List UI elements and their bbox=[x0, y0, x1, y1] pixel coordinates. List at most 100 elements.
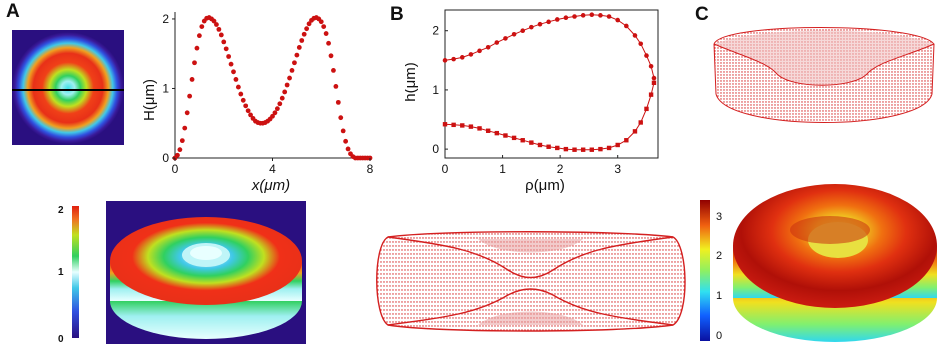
data-point bbox=[326, 40, 331, 46]
data-point-circle bbox=[606, 14, 612, 19]
data-point bbox=[345, 146, 351, 152]
data-point-square bbox=[520, 138, 525, 143]
data-point bbox=[331, 68, 336, 73]
data-point bbox=[333, 83, 339, 89]
data-point-square bbox=[624, 138, 629, 143]
chart-b-lines bbox=[444, 14, 655, 151]
colorbar-a-tick: 2 bbox=[58, 205, 64, 216]
x-tick-label: 4 bbox=[269, 162, 276, 176]
data-point-square bbox=[589, 147, 594, 152]
ring-topview-image bbox=[12, 30, 124, 145]
data-point bbox=[274, 106, 280, 112]
data-point bbox=[177, 147, 183, 153]
data-point bbox=[323, 31, 329, 36]
data-point bbox=[228, 61, 234, 67]
data-point bbox=[289, 68, 295, 73]
x-tick-label: 8 bbox=[367, 162, 374, 176]
data-point bbox=[223, 46, 229, 52]
x-tick-label: 0 bbox=[172, 162, 179, 176]
data-point-square bbox=[580, 147, 586, 152]
data-point-circle bbox=[451, 56, 456, 62]
data-point bbox=[292, 60, 297, 66]
data-point bbox=[304, 26, 310, 32]
data-point-circle bbox=[477, 48, 482, 54]
data-point bbox=[221, 39, 227, 45]
y-tick-label: 0 bbox=[432, 142, 439, 156]
data-point bbox=[233, 77, 239, 82]
chart-b-rbc-profile: 0 1 2 3 0 1 2 h(μm) ρ(μm) bbox=[405, 9, 659, 194]
colorbar-a-tick: 0 bbox=[58, 334, 64, 345]
data-point-square bbox=[529, 140, 534, 145]
colorbar-c-tick: 1 bbox=[716, 290, 722, 302]
data-point bbox=[238, 91, 244, 97]
data-point-circle bbox=[468, 52, 474, 57]
x-tick-label: 0 bbox=[442, 162, 449, 176]
data-point bbox=[282, 89, 288, 95]
data-point bbox=[214, 22, 219, 27]
data-point bbox=[245, 108, 251, 114]
data-point bbox=[194, 45, 200, 51]
colorbar-a-gradient bbox=[72, 206, 79, 338]
data-point bbox=[343, 138, 349, 144]
data-point-square bbox=[451, 122, 456, 128]
panel-label-b: B bbox=[390, 4, 404, 25]
data-point-circle bbox=[598, 13, 603, 18]
data-point-circle bbox=[638, 41, 644, 47]
data-point-circle bbox=[624, 23, 629, 29]
data-point bbox=[299, 38, 305, 43]
data-point-square bbox=[606, 145, 612, 151]
chart-b-ticks: 0 1 2 3 0 1 2 bbox=[432, 24, 621, 176]
data-point bbox=[184, 110, 190, 116]
colorbar-c-tick: 3 bbox=[716, 211, 722, 223]
data-point-square bbox=[615, 142, 620, 148]
data-point-circle bbox=[459, 55, 465, 60]
data-point bbox=[243, 103, 249, 109]
data-point-square bbox=[546, 144, 551, 149]
data-point-square bbox=[644, 106, 649, 112]
data-point bbox=[240, 97, 246, 103]
data-point-square bbox=[494, 130, 500, 136]
x-tick-label: 3 bbox=[614, 162, 621, 176]
data-point bbox=[321, 24, 327, 29]
data-point bbox=[318, 19, 324, 25]
data-point-circle bbox=[589, 12, 595, 18]
data-point bbox=[277, 101, 283, 107]
chart-a-axes bbox=[174, 12, 370, 159]
chart-a-ylabel: H(μm) bbox=[141, 79, 158, 121]
data-point bbox=[272, 110, 278, 116]
data-point-square bbox=[555, 145, 560, 151]
rbc-wireframe-3d bbox=[713, 27, 935, 123]
data-point-circle bbox=[644, 53, 649, 58]
y-tick-label: 1 bbox=[162, 81, 169, 95]
y-tick-label: 2 bbox=[162, 12, 169, 26]
data-point-circle bbox=[563, 15, 569, 20]
y-tick-label: 2 bbox=[432, 24, 439, 38]
data-point bbox=[211, 18, 217, 24]
data-point bbox=[287, 75, 292, 81]
data-point-circle bbox=[651, 75, 657, 81]
chart-a-points bbox=[172, 15, 373, 161]
data-point bbox=[216, 26, 222, 32]
data-point-circle bbox=[520, 28, 526, 34]
data-point bbox=[340, 128, 346, 134]
data-point-square bbox=[651, 80, 657, 86]
chart-a-xlabel: x(μm) bbox=[251, 177, 290, 194]
x-tick-label: 1 bbox=[499, 162, 506, 176]
data-point-square bbox=[598, 146, 603, 152]
data-point-circle bbox=[494, 40, 500, 45]
data-point-circle bbox=[546, 19, 551, 25]
data-point bbox=[294, 52, 300, 58]
data-point-square bbox=[442, 122, 448, 127]
data-point-circle bbox=[503, 36, 508, 41]
y-tick-label: 1 bbox=[432, 83, 439, 97]
colorbar-c-tick: 2 bbox=[716, 250, 722, 262]
data-point bbox=[270, 113, 275, 119]
data-point-square bbox=[648, 92, 654, 97]
data-point-square bbox=[572, 147, 577, 152]
data-point-circle bbox=[580, 13, 586, 18]
data-point bbox=[335, 99, 341, 105]
data-point-square bbox=[485, 128, 491, 133]
data-point bbox=[248, 112, 253, 118]
data-point bbox=[196, 33, 202, 39]
series-line bbox=[444, 14, 655, 79]
